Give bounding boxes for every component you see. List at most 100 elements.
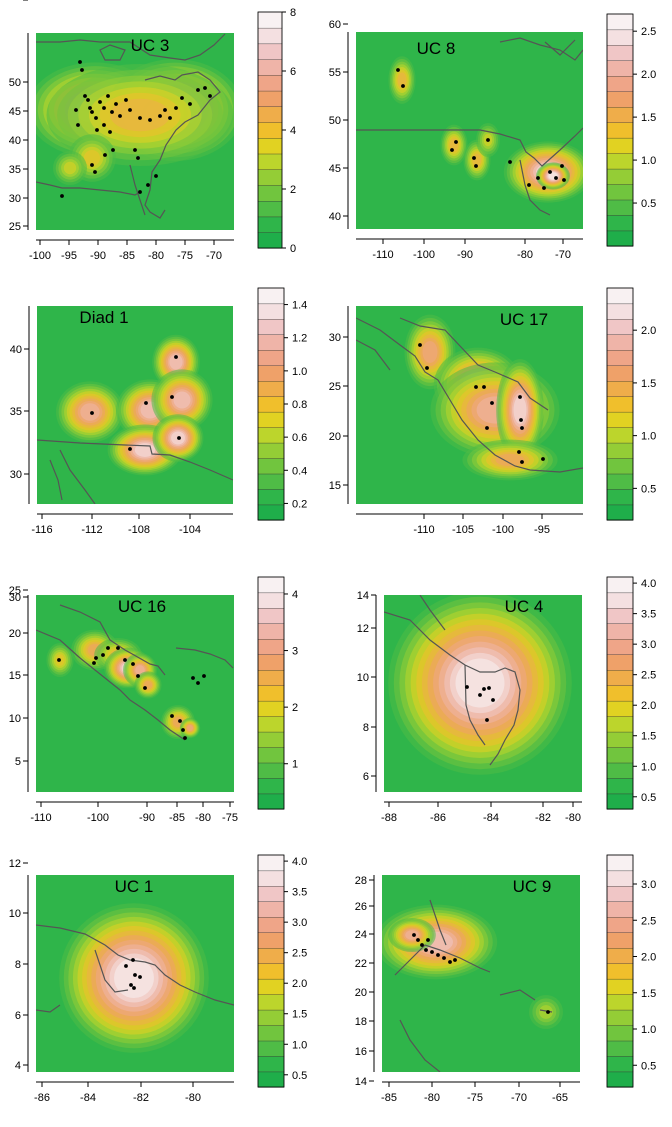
site-point — [90, 163, 94, 167]
panel-uc4: -88 -86 -84 -82 -80 6 8 10 12 14 UC 4 0.5 1.0 1.5 2.0 2… — [357, 576, 656, 824]
coastline — [464, 664, 486, 746]
colorbar-step — [257, 901, 285, 918]
site-point — [478, 693, 482, 697]
colorbar: 0.5 1.0 1.5 2.0 2.5 3.0 3.5 4.0 — [257, 854, 307, 1088]
y-tick-label: 55 — [329, 67, 341, 79]
colorbar-step — [606, 947, 634, 964]
x-tick-label: -85 — [381, 1092, 397, 1104]
colorbar-step — [257, 153, 283, 170]
y-tick-label: 15 — [9, 670, 21, 682]
site-point — [474, 385, 478, 389]
y-tick-label: 12 — [357, 623, 369, 635]
colorbar-step — [257, 607, 285, 625]
colorbar-tick-label: 0.4 — [292, 465, 307, 477]
colorbar-step — [606, 1040, 634, 1057]
site-point — [517, 450, 521, 454]
density-contour — [110, 98, 170, 132]
colorbar-step — [257, 90, 283, 107]
colorbar-step — [257, 74, 283, 92]
x-tick-label: -86 — [430, 812, 446, 824]
colorbar-step — [606, 1024, 634, 1042]
y-tick-label: 16 — [355, 1046, 367, 1058]
site-point — [436, 953, 440, 957]
site-point — [163, 108, 167, 112]
site-point — [132, 986, 136, 990]
colorbar-step — [606, 870, 634, 887]
coastline — [94, 949, 129, 993]
colorbar-step — [606, 183, 634, 201]
colorbar-step — [257, 870, 285, 887]
colorbar-step — [257, 27, 283, 45]
site-point — [90, 110, 94, 114]
colorbar-step — [257, 457, 285, 475]
y-tick-label: 50 — [9, 77, 21, 89]
site-point — [474, 164, 478, 168]
y-tick-label: 50 — [329, 115, 341, 127]
colorbar-step — [606, 396, 634, 413]
colorbar-step — [606, 504, 634, 521]
site-point — [562, 178, 566, 182]
colorbar-step — [606, 1071, 634, 1088]
x-tick-label: -80 — [565, 812, 581, 824]
site-point — [98, 100, 102, 104]
site-point — [170, 714, 174, 718]
site-point — [108, 130, 112, 134]
colorbar-step — [257, 1024, 285, 1042]
site-point — [518, 395, 522, 399]
site-point — [560, 164, 564, 168]
colorbar-tick-label: 6 — [290, 66, 296, 78]
colorbar-step — [257, 685, 285, 702]
site-point — [420, 943, 424, 947]
colorbar-step — [257, 318, 285, 335]
colorbar-step — [257, 349, 285, 366]
panel-diad1: -116 -112 -108 -104 30 35 40 Diad 1 0.2 0.4 0.6 0.8… — [10, 287, 307, 536]
x-tick-label: -100 — [413, 249, 435, 261]
x-tick-label: -105 — [452, 524, 474, 536]
coastline — [429, 899, 447, 946]
site-point — [508, 160, 512, 164]
density-contour — [173, 391, 191, 409]
site-point — [174, 106, 178, 110]
coastline — [519, 159, 551, 216]
colorbar-step — [257, 411, 285, 428]
y-tick-label: 30 — [329, 332, 341, 344]
colorbar-step — [606, 122, 634, 139]
site-point — [95, 128, 99, 132]
colorbar-step — [257, 43, 283, 60]
y-tick-label: 6 — [15, 1010, 21, 1022]
colorbar-step — [606, 932, 634, 949]
site-point — [536, 176, 540, 180]
colorbar-step — [606, 994, 634, 1011]
coastline — [129, 164, 146, 216]
x-tick-label: -95 — [534, 524, 550, 536]
colorbar-step — [606, 365, 634, 382]
y-tick-label: 20 — [329, 431, 341, 443]
site-point — [116, 646, 120, 650]
colorbar-tick-label: 0.6 — [292, 432, 307, 444]
colorbar-tick-label: 1 — [292, 759, 298, 771]
x-tick-label: -100 — [492, 524, 514, 536]
colorbar-tick-label: 1.0 — [292, 366, 307, 378]
x-tick-label: -82 — [133, 1092, 149, 1104]
colorbar-tick-label: 1.0 — [292, 1039, 307, 1051]
site-point — [554, 176, 558, 180]
colorbar-step — [257, 1071, 285, 1088]
colorbar-step — [606, 654, 634, 671]
colorbar-step — [257, 396, 285, 413]
site-point — [86, 98, 90, 102]
site-point — [110, 110, 114, 114]
site-point — [123, 658, 127, 662]
site-point — [196, 88, 200, 92]
density-field — [36, 604, 234, 741]
site-point — [74, 108, 78, 112]
colorbar: 0.2 0.4 0.6 0.8 1.0 1.2 1.4 — [257, 287, 307, 521]
x-tick-label: -80 — [185, 1092, 201, 1104]
density-field — [356, 314, 583, 481]
colorbar-step — [606, 607, 634, 625]
panel-uc1: -86-84-82-80468101214UC 10.51.01.52.02.5… — [9, 0, 307, 1104]
colorbar-step — [606, 137, 634, 154]
colorbar-step — [257, 963, 285, 980]
y-tick-label: 14 — [9, 0, 21, 3]
coastline — [144, 71, 221, 219]
